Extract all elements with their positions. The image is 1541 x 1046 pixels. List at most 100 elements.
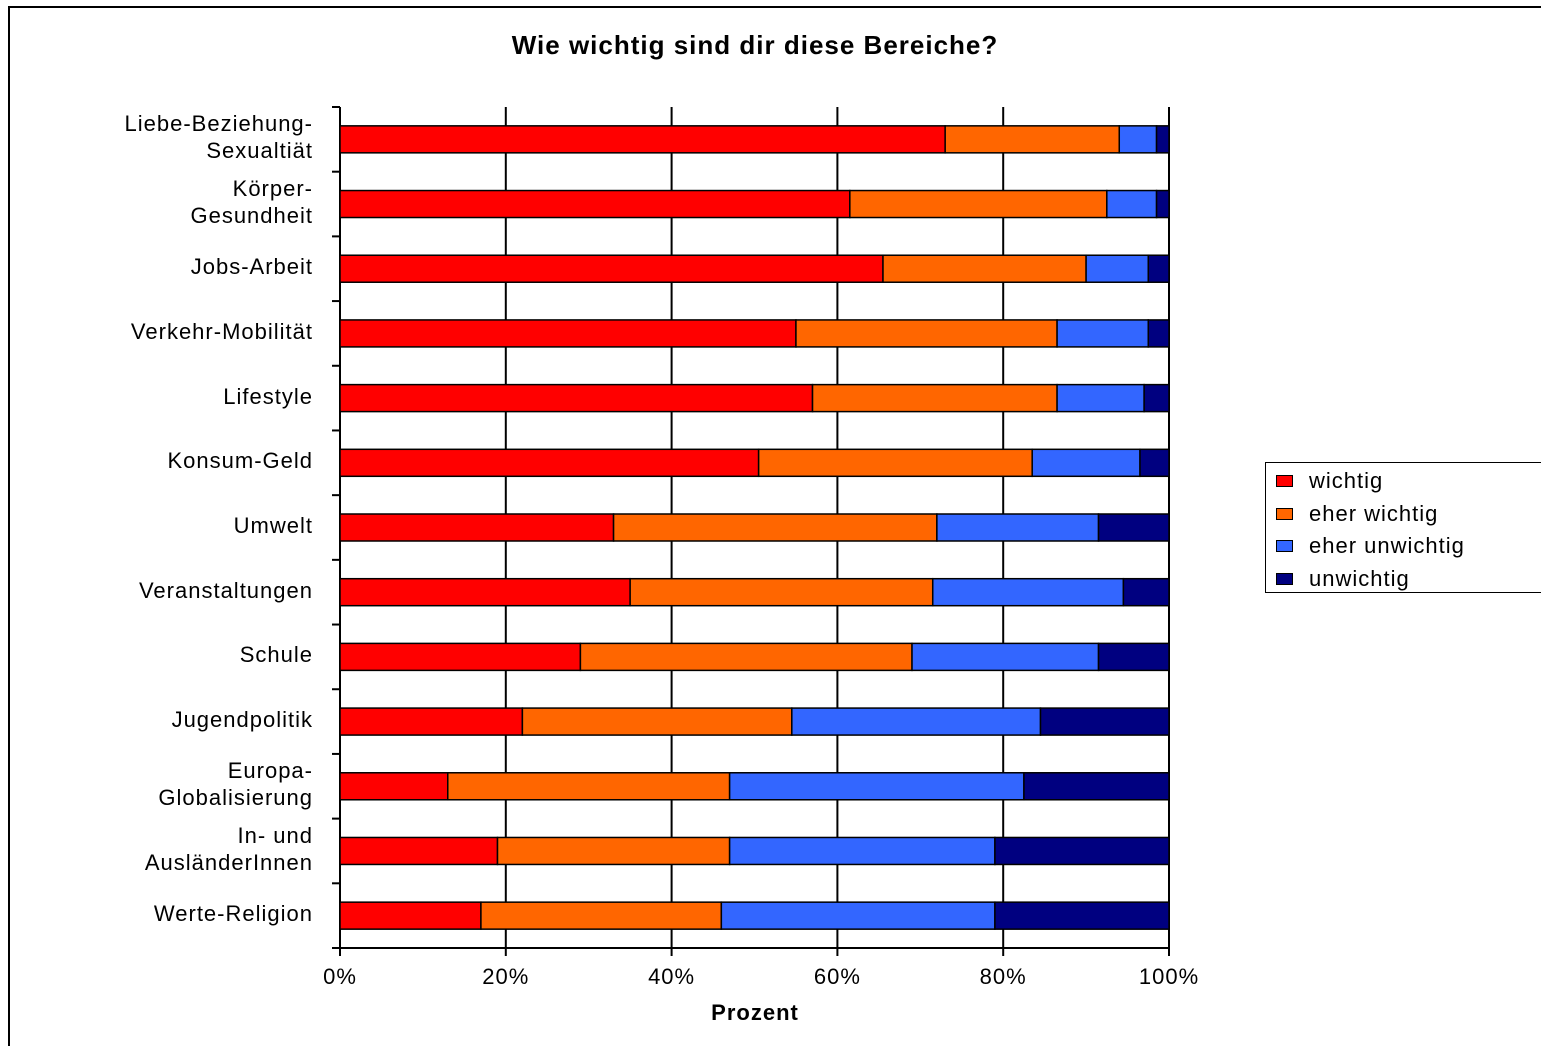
category-label-line: Lifestyle <box>223 383 313 409</box>
bar-wichtig-7 <box>339 577 631 607</box>
bar-unwichtig-1 <box>1155 189 1170 219</box>
bar-eher-unwichtig-1 <box>1106 189 1158 219</box>
legend: wichtig eher wichtig eher unwichtig unwi… <box>1265 462 1541 593</box>
bar-eher-unwichtig-6 <box>936 513 1100 542</box>
bar-eher-unwichtig-9 <box>791 707 1042 736</box>
bar-eher-wichtig-6 <box>612 513 938 542</box>
bar-eher-unwichtig-3 <box>1056 319 1150 348</box>
x-tick-label: 100% <box>1138 964 1200 989</box>
legend-text: wichtig <box>1309 468 1384 493</box>
bar-eher-wichtig-10 <box>447 772 731 801</box>
category-label: Körper- Gesundheit <box>0 175 313 229</box>
bar-eher-wichtig-1 <box>849 189 1108 219</box>
x-tick-label: 20% <box>482 964 530 989</box>
category-label-line: In- und <box>237 822 313 848</box>
bar-eher-unwichtig-0 <box>1118 125 1158 154</box>
category-label-line: Globalisierung <box>158 785 313 811</box>
legend-item-eher-wichtig: eher wichtig <box>1276 499 1438 529</box>
category-label-line: Umwelt <box>233 513 313 538</box>
bar-wichtig-3 <box>339 319 797 348</box>
legend-swatch-eher-unwichtig <box>1276 540 1293 552</box>
bar-eher-wichtig-7 <box>629 577 934 607</box>
legend-swatch-wichtig <box>1276 475 1293 487</box>
bar-eher-unwichtig-12 <box>720 901 996 930</box>
category-label-line: Veranstaltungen <box>138 577 313 603</box>
category-label: Veranstaltungen <box>0 577 313 604</box>
bar-eher-wichtig-12 <box>480 901 723 930</box>
bar-wichtig-2 <box>339 254 884 283</box>
category-label-line: Körper- <box>232 176 313 202</box>
category-label: Jugendpolitik <box>0 706 313 733</box>
bar-eher-unwichtig-11 <box>728 836 996 866</box>
legend-swatch-unwichtig <box>1276 573 1293 585</box>
x-tick-label: 0% <box>323 964 357 989</box>
bar-unwichtig-3 <box>1147 319 1170 348</box>
bar-wichtig-5 <box>339 448 760 478</box>
bar-eher-wichtig-11 <box>496 836 731 866</box>
bar-eher-unwichtig-8 <box>911 642 1100 672</box>
bar-wichtig-6 <box>339 513 615 542</box>
bar-unwichtig-8 <box>1097 642 1170 672</box>
bar-wichtig-11 <box>339 836 499 866</box>
legend-item-unwichtig: unwichtig <box>1276 564 1410 594</box>
bar-wichtig-9 <box>339 707 524 736</box>
category-label: Schule <box>0 641 313 668</box>
legend-text: eher wichtig <box>1309 501 1439 526</box>
bar-wichtig-12 <box>339 901 482 930</box>
category-label-line: Liebe-Beziehung- <box>124 111 313 137</box>
bar-unwichtig-10 <box>1023 772 1170 801</box>
legend-item-wichtig: wichtig <box>1276 466 1383 496</box>
category-label: Lifestyle <box>0 383 313 410</box>
category-label: Liebe-Beziehung- Sexualtiät <box>0 110 313 164</box>
bar-unwichtig-0 <box>1155 125 1170 154</box>
category-label-line: Gesundheit <box>190 203 313 229</box>
chart-title: Wie wichtig sind dir diese Bereiche? <box>511 30 999 60</box>
bar-eher-unwichtig-5 <box>1031 448 1141 478</box>
bar-wichtig-1 <box>339 189 851 219</box>
bar-wichtig-8 <box>339 642 582 672</box>
bar-unwichtig-12 <box>994 901 1170 930</box>
bar-eher-unwichtig-2 <box>1085 254 1150 283</box>
x-tick-label: 40% <box>648 964 696 989</box>
bar-unwichtig-6 <box>1097 513 1170 542</box>
category-label-line: AusländerInnen <box>144 849 313 875</box>
bar-eher-wichtig-3 <box>795 319 1058 348</box>
bar-eher-wichtig-5 <box>757 448 1033 478</box>
category-label: Verkehr-Mobilität <box>0 318 313 345</box>
bar-eher-wichtig-4 <box>811 383 1058 413</box>
category-label-line: Jobs-Arbeit <box>190 254 313 280</box>
x-tick-label: 80% <box>979 964 1027 989</box>
category-label-line: Europa- <box>227 758 313 784</box>
category-label: Jobs-Arbeit <box>0 253 313 280</box>
category-label-line: Schule <box>239 642 313 668</box>
legend-item-eher-unwichtig: eher unwichtig <box>1276 531 1465 561</box>
bar-unwichtig-9 <box>1039 707 1170 736</box>
bar-unwichtig-5 <box>1139 448 1170 478</box>
chart-frame <box>8 6 1541 1046</box>
bar-unwichtig-4 <box>1143 383 1170 413</box>
bar-wichtig-10 <box>339 772 449 801</box>
bar-unwichtig-11 <box>994 836 1170 866</box>
bar-eher-unwichtig-4 <box>1056 383 1145 413</box>
x-axis-label: Prozent <box>711 1000 799 1025</box>
category-label: Konsum-Geld <box>0 447 313 474</box>
bar-wichtig-0 <box>339 125 946 154</box>
bar-eher-wichtig-2 <box>882 254 1087 283</box>
x-tick-label: 60% <box>813 964 861 989</box>
category-label: Werte-Religion <box>0 900 313 927</box>
bar-unwichtig-2 <box>1147 254 1170 283</box>
category-label-line: Werte-Religion <box>153 901 313 927</box>
category-label-line: Sexualtiät <box>206 138 313 164</box>
category-label: Europa- Globalisierung <box>0 757 313 811</box>
bar-eher-unwichtig-10 <box>728 772 1025 801</box>
category-label-line: Verkehr-Mobilität <box>130 318 313 344</box>
legend-text: eher unwichtig <box>1309 533 1465 558</box>
category-label-line: Konsum-Geld <box>167 448 313 474</box>
bar-eher-wichtig-9 <box>521 707 793 736</box>
bar-eher-wichtig-8 <box>579 642 913 672</box>
category-label: In- und AusländerInnen <box>0 822 313 876</box>
bar-wichtig-4 <box>339 383 814 413</box>
bar-eher-wichtig-0 <box>944 125 1121 154</box>
category-label: Umwelt <box>0 512 313 539</box>
